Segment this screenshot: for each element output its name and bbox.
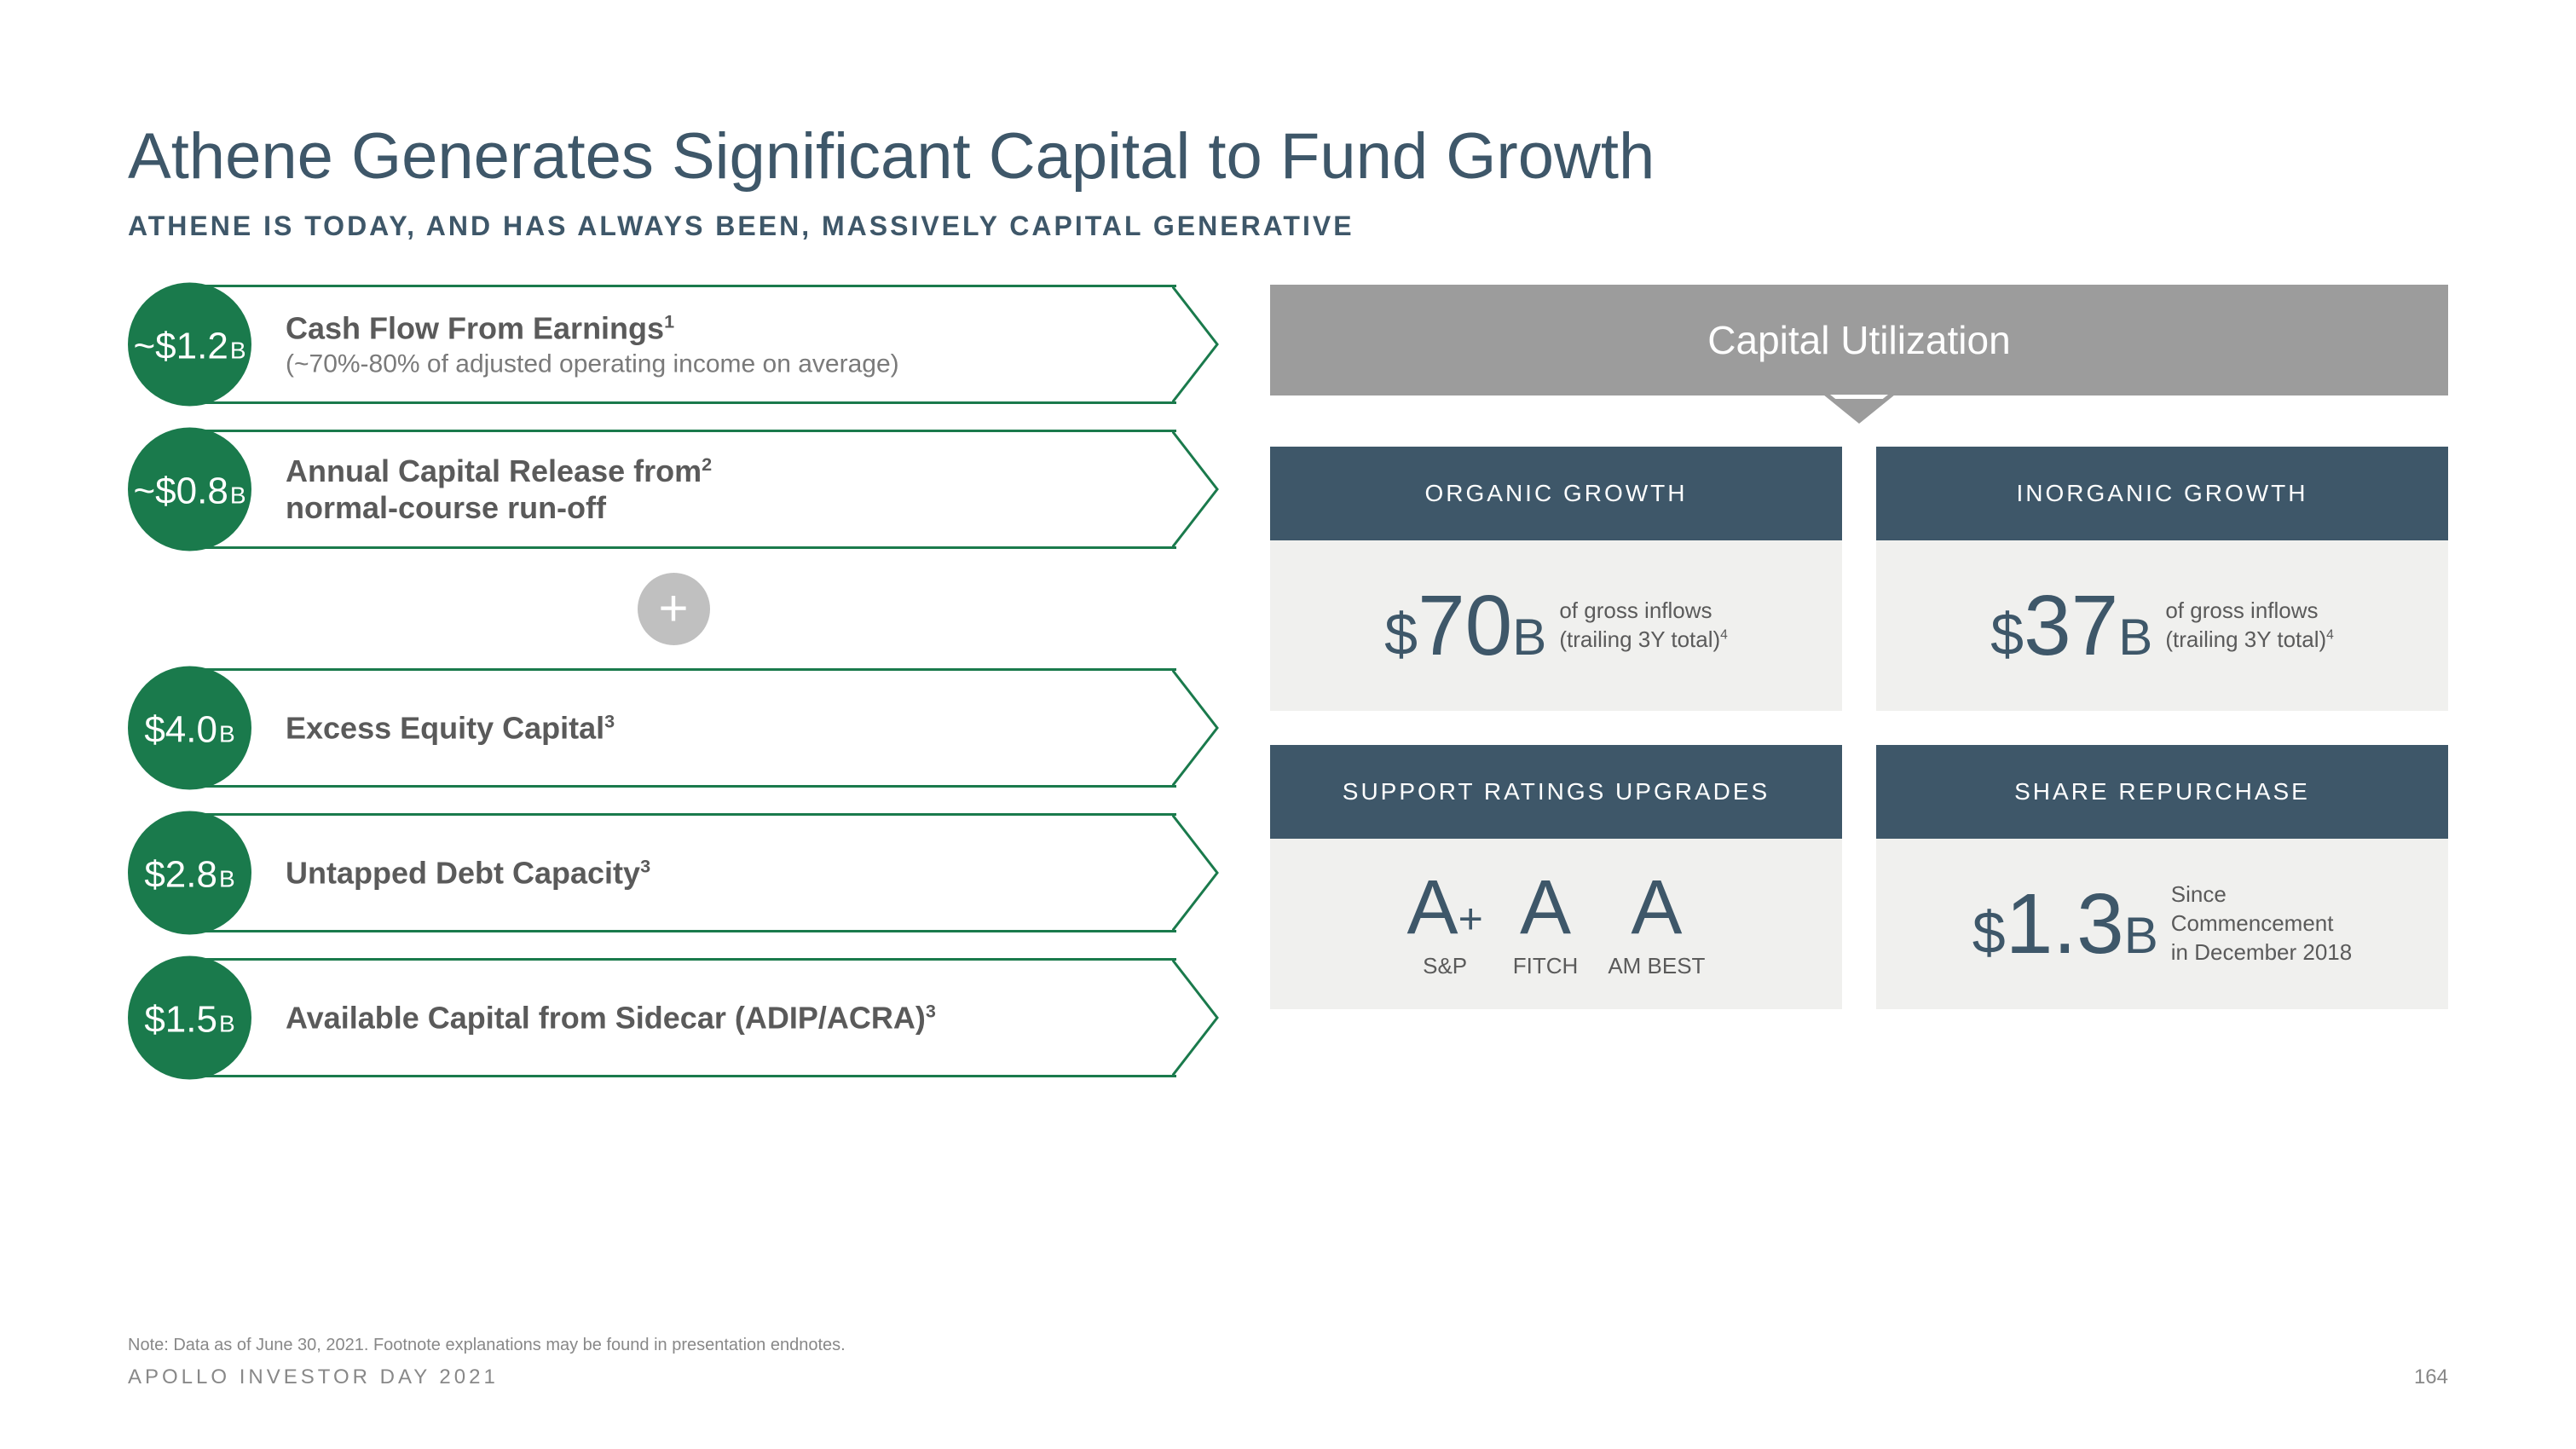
utilization-arrow-down [1270,395,2448,430]
arrow-title: Excess Equity Capital3 [286,709,615,746]
card-share-repurchase: SHARE REPURCHASE $1.3B Since Commencemen… [1876,745,2448,1009]
value-circle: ~$1.2 B [128,283,251,407]
arrow-debt-capacity: $2.8 B Untapped Debt Capacity3 [128,813,1219,932]
arrow-head-icon [1172,813,1219,932]
card-desc: Since Commencement in December 2018 [2171,880,2352,967]
rating-fitch: A FITCH [1513,869,1579,979]
page-number: 164 [2414,1365,2448,1389]
capital-utilization-column: Capital Utilization ORGANIC GROWTH $70B … [1270,285,2448,1077]
card-body: $70B of gross inflows (trailing 3Y total… [1270,540,1842,711]
page-title: Athene Generates Significant Capital to … [128,119,2448,193]
arrow-title: Cash Flow From Earnings1 [286,309,899,346]
rating-agency: FITCH [1513,953,1579,979]
footer-left: Note: Data as of June 30, 2021. Footnote… [128,1336,846,1389]
rating-sp: A+ S&P [1407,869,1483,979]
card-header: INORGANIC GROWTH [1876,447,2448,540]
circle-unit: B [219,866,235,893]
value-circle: $1.5 B [128,956,251,1080]
rating-ambest: A AM BEST [1608,869,1705,979]
card-desc: of gross inflows (trailing 3Y total)4 [1559,597,1728,655]
card-value: $37B [1990,583,2152,668]
card-body: A+ S&P A FITCH A AM BEST [1270,839,1842,1009]
rating-grade: A [1520,869,1571,946]
arrow-sidecar: $1.5 B Available Capital from Sidecar (A… [128,958,1219,1077]
capital-sources-column: ~$1.2 B Cash Flow From Earnings1 (~70%-8… [128,285,1219,1077]
card-value: $1.3B [1972,881,2158,967]
card-body: $37B of gross inflows (trailing 3Y total… [1876,540,2448,711]
arrow-title: Annual Capital Release from2 [286,453,712,489]
rating-agency: S&P [1423,953,1467,979]
card-header: SHARE REPURCHASE [1876,745,2448,839]
arrow-cash-flow: ~$1.2 B Cash Flow From Earnings1 (~70%-8… [128,285,1219,404]
arrow-sub: (~70%-80% of adjusted operating income o… [286,350,899,379]
arrow-title: Available Capital from Sidecar (ADIP/ACR… [286,999,936,1036]
card-inorganic-growth: INORGANIC GROWTH $37B of gross inflows (… [1876,447,2448,711]
rating-grade: A [1631,869,1682,946]
circle-unit: B [219,1011,235,1038]
utilization-grid: ORGANIC GROWTH $70B of gross inflows (tr… [1270,447,2448,1009]
event-name: APOLLO INVESTOR DAY 2021 [128,1365,846,1389]
plus-icon: + [638,573,710,645]
footer: Note: Data as of June 30, 2021. Footnote… [128,1336,2448,1389]
circle-unit: B [230,338,246,365]
ratings-row: A+ S&P A FITCH A AM BEST [1291,869,1821,979]
footnote: Note: Data as of June 30, 2021. Footnote… [128,1336,846,1355]
arrow-head-icon [1172,285,1219,404]
circle-value: $4.0 [144,709,217,752]
circle-value: ~$0.8 [133,470,228,513]
slide: Athene Generates Significant Capital to … [0,0,2576,1449]
plus-divider: + [128,574,1219,643]
arrow-text: Excess Equity Capital3 [286,709,674,746]
content-area: ~$1.2 B Cash Flow From Earnings1 (~70%-8… [128,285,2448,1077]
arrow-head-icon [1172,958,1219,1077]
arrow-head-icon [1172,430,1219,549]
circle-unit: B [230,482,246,510]
value-circle: $4.0 B [128,667,251,790]
arrow-head-icon [1172,668,1219,788]
page-subtitle: ATHENE IS TODAY, AND HAS ALWAYS BEEN, MA… [128,211,2448,242]
card-organic-growth: ORGANIC GROWTH $70B of gross inflows (tr… [1270,447,1842,711]
circle-unit: B [219,721,235,748]
utilization-header: Capital Utilization [1270,285,2448,395]
arrow-text: Untapped Debt Capacity3 [286,854,710,891]
card-header: ORGANIC GROWTH [1270,447,1842,540]
arrow-excess-equity: $4.0 B Excess Equity Capital3 [128,668,1219,788]
arrow-text: Available Capital from Sidecar (ADIP/ACR… [286,999,996,1036]
arrow-capital-release: ~$0.8 B Annual Capital Release from2 nor… [128,430,1219,549]
rating-grade: A+ [1407,869,1483,946]
arrow-title: Untapped Debt Capacity3 [286,854,650,891]
card-ratings: SUPPORT RATINGS UPGRADES A+ S&P A FITCH [1270,745,1842,1009]
circle-value: $1.5 [144,999,217,1042]
rating-agency: AM BEST [1608,953,1705,979]
value-circle: ~$0.8 B [128,428,251,551]
card-body: $1.3B Since Commencement in December 201… [1876,839,2448,1009]
card-value: $70B [1384,583,1546,668]
circle-value: ~$1.2 [133,326,228,368]
arrow-text: Cash Flow From Earnings1 (~70%-80% of ad… [286,309,959,378]
value-circle: $2.8 B [128,811,251,935]
arrow-text: Annual Capital Release from2 normal-cour… [286,453,771,526]
card-desc: of gross inflows (trailing 3Y total)4 [2165,597,2334,655]
circle-value: $2.8 [144,854,217,897]
card-header: SUPPORT RATINGS UPGRADES [1270,745,1842,839]
arrow-title-2: normal-course run-off [286,489,712,526]
